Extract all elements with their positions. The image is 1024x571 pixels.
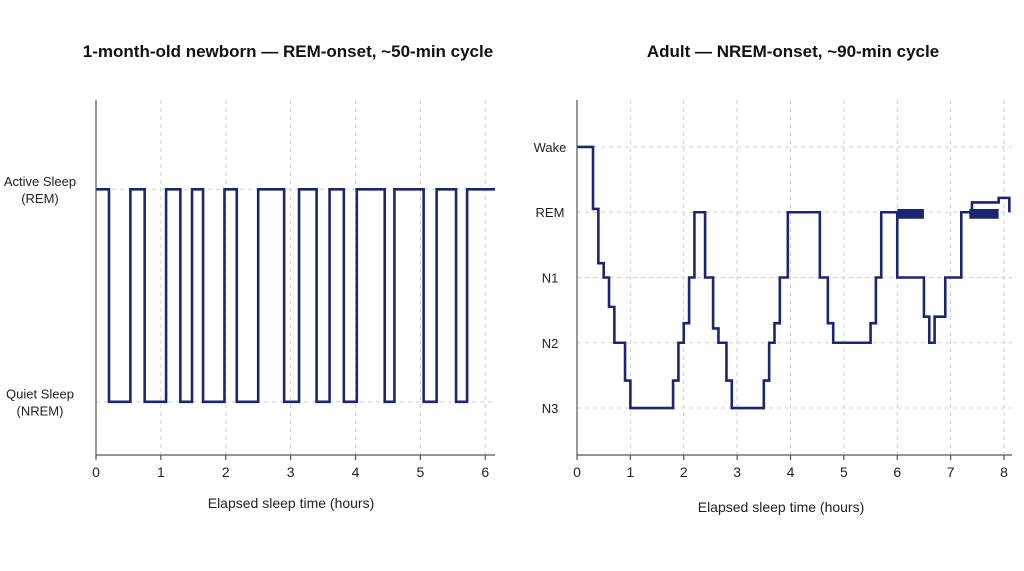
adult-rem-band-0 <box>897 208 924 219</box>
newborn-x-tick-label-5: 5 <box>416 464 424 480</box>
newborn-x-tick-label-6: 6 <box>481 464 489 480</box>
newborn-series-group <box>96 187 495 404</box>
adult-x-tick-label-6: 6 <box>893 464 901 480</box>
adult-chart: Adult — NREM-onset, ~90-min cycle 0 1 2 3 4 5… <box>534 42 1012 515</box>
adult-x-tick-label-7: 7 <box>947 464 955 480</box>
newborn-chart-title: 1-month-old newborn — REM-onset, ~50-min… <box>83 42 493 61</box>
adult-y-category-label-1: N2 <box>542 336 559 351</box>
adult-x-tick-label-8: 8 <box>1000 464 1008 480</box>
newborn-x-tick-label-1: 1 <box>157 464 165 480</box>
adult-series-line-0 <box>577 145 1011 410</box>
newborn-x-tick-label-4: 4 <box>352 464 360 480</box>
adult-x-tick-label-2: 2 <box>680 464 688 480</box>
newborn-axes <box>95 100 495 456</box>
adult-axes <box>576 100 1012 456</box>
adult-bands-group <box>897 208 999 219</box>
newborn-x-tick-label-2: 2 <box>222 464 230 480</box>
adult-chart-title: Adult — NREM-onset, ~90-min cycle <box>647 42 939 61</box>
newborn-y-ticks: Quiet Sleep (NREM) Active Sleep (REM) <box>4 174 76 419</box>
adult-series-group <box>577 145 1011 410</box>
adult-y-category-label-0: N3 <box>542 401 559 416</box>
newborn-x-ticks: 0 1 2 3 4 5 6 <box>92 455 489 480</box>
adult-x-axis-label: Elapsed sleep time (hours) <box>698 499 865 515</box>
adult-y-category-label-4: Wake <box>534 140 567 155</box>
adult-x-tick-label-0: 0 <box>573 464 581 480</box>
adult-y-category-label-3: REM <box>536 205 565 220</box>
newborn-chart: 1-month-old newborn — REM-onset, ~50-min… <box>4 42 495 511</box>
newborn-series-line-0 <box>96 187 495 404</box>
newborn-x-tick-label-0: 0 <box>92 464 100 480</box>
adult-x-ticks: 0 1 2 3 4 5 6 7 8 <box>573 455 1008 480</box>
adult-x-tick-label-5: 5 <box>840 464 848 480</box>
newborn-y-category-label-0: Quiet Sleep (NREM) <box>6 386 74 418</box>
adult-rem-band-1 <box>969 208 999 219</box>
newborn-y-category-label-1: Active Sleep (REM) <box>4 174 76 206</box>
newborn-x-tick-label-3: 3 <box>287 464 295 480</box>
adult-x-tick-label-1: 1 <box>626 464 634 480</box>
adult-y-ticks: N3 N2 N1 REM Wake <box>534 140 567 416</box>
adult-y-category-label-2: N1 <box>542 271 559 286</box>
adult-x-tick-label-4: 4 <box>787 464 795 480</box>
newborn-x-axis-label: Elapsed sleep time (hours) <box>208 495 375 511</box>
adult-x-tick-label-3: 3 <box>733 464 741 480</box>
